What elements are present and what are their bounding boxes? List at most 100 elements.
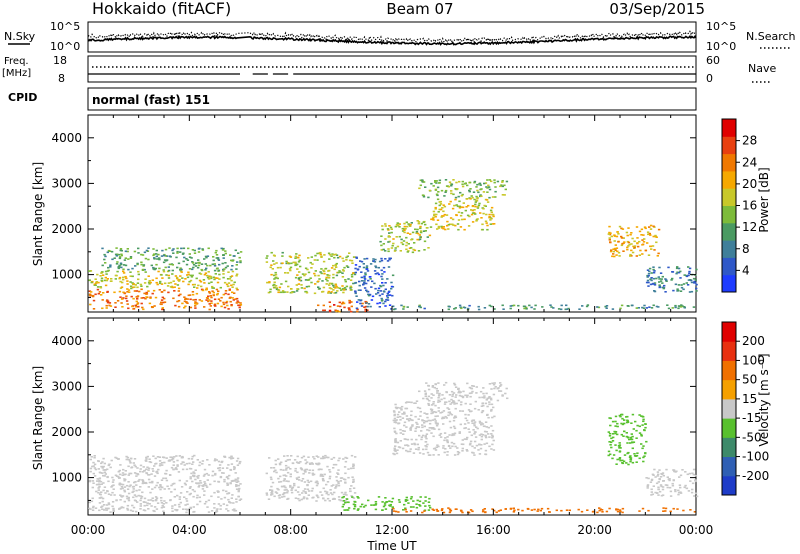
data-cell — [390, 281, 393, 284]
data-cell — [328, 469, 331, 471]
data-cell — [320, 268, 323, 270]
data-cell — [618, 414, 621, 417]
data-cell — [694, 279, 697, 281]
data-cell — [376, 292, 380, 294]
data-cell — [331, 498, 335, 500]
data-cell — [348, 299, 351, 302]
data-cell — [680, 306, 683, 308]
data-cell — [627, 241, 631, 244]
data-cell — [189, 298, 192, 301]
data-cell — [118, 277, 121, 280]
data-cell — [129, 271, 132, 273]
data-cell — [461, 218, 464, 221]
data-cell — [191, 480, 194, 483]
data-cell — [482, 425, 486, 427]
data-cell — [226, 475, 229, 478]
data-cell — [130, 466, 134, 468]
data-cell — [205, 500, 208, 503]
data-cell — [467, 422, 470, 424]
data-cell — [298, 277, 301, 279]
data-cell — [208, 291, 211, 293]
data-cell — [299, 276, 302, 279]
data-cell — [548, 511, 551, 513]
data-cell — [309, 463, 312, 465]
data-cell — [479, 447, 483, 450]
data-cell — [635, 307, 638, 309]
data-cell — [317, 456, 320, 458]
data-cell — [392, 238, 395, 240]
data-cell — [457, 391, 460, 394]
data-cell — [139, 495, 142, 497]
data-cell — [620, 304, 624, 307]
data-cell — [344, 460, 348, 463]
data-cell — [447, 414, 450, 417]
data-cell — [126, 291, 129, 293]
data-cell — [626, 248, 629, 251]
data-cell — [150, 505, 153, 507]
data-cell — [410, 419, 413, 421]
data-cell — [393, 453, 396, 456]
data-cell — [640, 228, 644, 231]
data-cell — [325, 491, 329, 493]
data-cell — [405, 236, 408, 239]
data-cell — [338, 457, 341, 460]
data-cell — [401, 430, 405, 432]
data-cell — [334, 487, 337, 489]
data-cell — [668, 486, 672, 489]
data-cell — [450, 401, 454, 404]
scatter-region — [88, 288, 243, 311]
data-cell — [480, 435, 484, 438]
data-cell — [126, 497, 129, 500]
data-cell — [399, 440, 402, 442]
data-cell — [213, 491, 216, 494]
data-cell — [464, 402, 467, 405]
data-cell — [680, 286, 684, 289]
data-cell — [471, 205, 475, 207]
scatter-region — [265, 454, 357, 502]
data-cell — [133, 499, 137, 502]
data-cell — [127, 458, 130, 461]
data-cell — [137, 278, 140, 281]
data-cell — [661, 486, 665, 488]
data-cell — [635, 461, 638, 463]
data-cell — [165, 469, 168, 472]
data-cell — [418, 305, 421, 308]
data-cell — [658, 286, 661, 289]
data-cell — [315, 500, 318, 502]
data-cell — [131, 286, 135, 289]
data-cell — [378, 306, 381, 308]
data-cell — [460, 443, 464, 445]
data-cell — [345, 457, 349, 459]
data-cell — [351, 476, 354, 478]
data-cell — [360, 280, 364, 282]
data-cell — [523, 307, 526, 310]
data-cell — [163, 461, 166, 464]
data-cell — [280, 283, 283, 285]
data-cell — [688, 472, 692, 475]
data-cell — [274, 459, 277, 462]
data-cell — [157, 253, 160, 256]
data-cell — [170, 484, 173, 487]
data-cell — [635, 429, 638, 432]
data-cell — [222, 276, 225, 279]
data-cell — [476, 218, 479, 220]
data-cell — [281, 251, 284, 254]
data-cell — [285, 262, 288, 265]
data-cell — [186, 276, 190, 279]
data-cell — [447, 308, 450, 311]
data-cell — [480, 444, 483, 446]
data-cell — [213, 459, 217, 462]
data-cell — [437, 394, 441, 396]
data-cell — [401, 417, 405, 419]
data-cell — [120, 253, 123, 256]
data-cell — [299, 461, 302, 463]
data-cell — [415, 230, 419, 233]
data-cell — [114, 306, 117, 308]
data-cell — [450, 413, 454, 416]
data-cell — [434, 181, 437, 183]
data-cell — [530, 509, 534, 511]
data-cell — [692, 468, 696, 471]
data-cell — [455, 204, 458, 206]
colorbar-tick-label: 100 — [742, 353, 765, 367]
